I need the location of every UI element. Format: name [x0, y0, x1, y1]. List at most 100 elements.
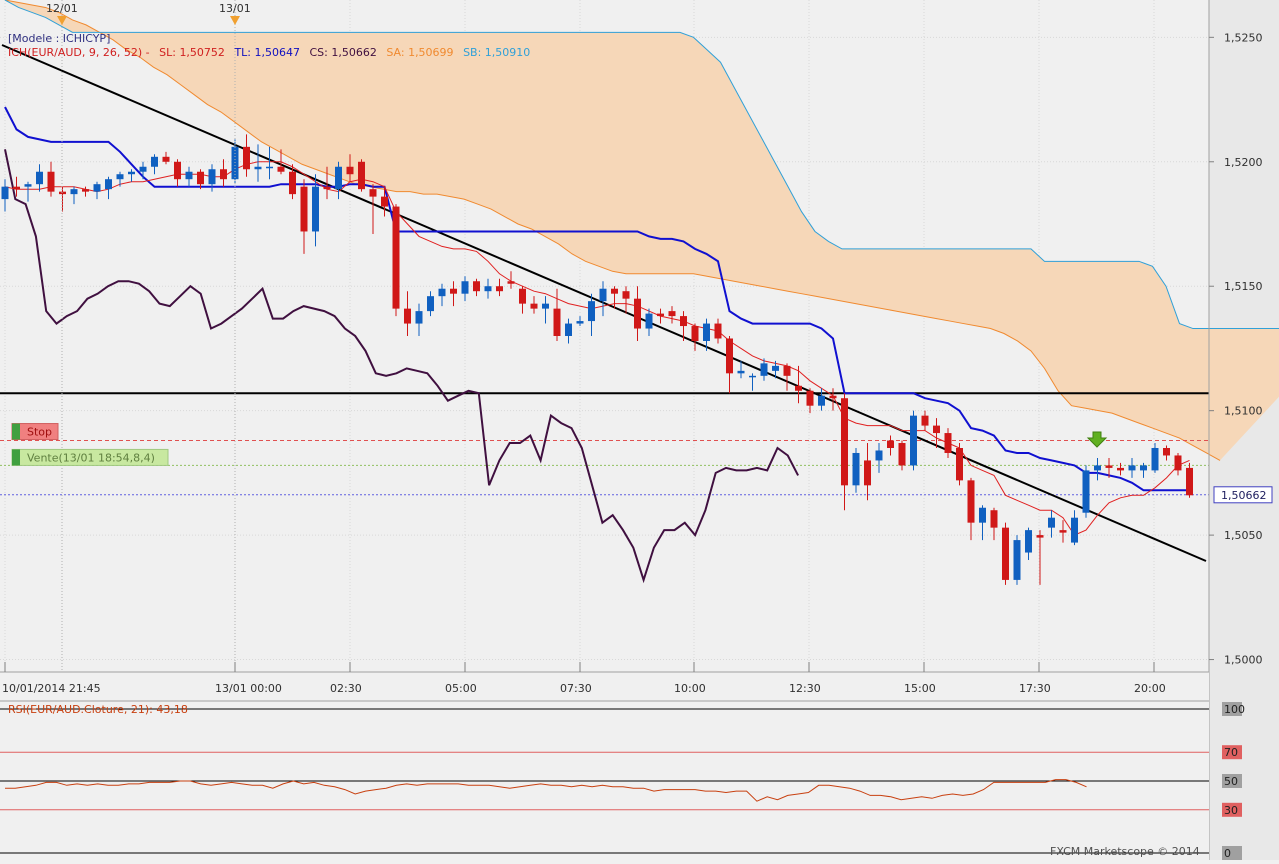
candle [82, 186, 89, 197]
candle-body [910, 415, 917, 466]
candle [1, 179, 9, 212]
candle-body [289, 171, 296, 195]
current-price-tag: 1,50662 [1213, 486, 1273, 504]
candle [185, 166, 193, 187]
candle-body [243, 146, 250, 170]
candle-body [335, 166, 342, 190]
candle [369, 184, 377, 234]
candle [266, 146, 273, 180]
rsi-level-badge [1222, 802, 1242, 817]
price-tick-label: 1,5100 [1224, 405, 1263, 418]
candle [783, 363, 791, 391]
candle [1117, 462, 1124, 476]
candle-body [1059, 530, 1067, 533]
candle [921, 410, 929, 431]
candle [519, 286, 526, 314]
legend-ich: ICH(EUR/AUD, 9, 26, 52) - [8, 46, 150, 59]
rsi-level-badge [1222, 774, 1242, 788]
candle-body [1163, 448, 1170, 456]
candle [852, 448, 860, 493]
candle [956, 443, 963, 486]
rsi-tick-label: 70 [1224, 746, 1238, 759]
candle-body [852, 452, 860, 486]
candle [818, 388, 825, 411]
sell-order-tag[interactable]: Vente(13/01 18:54,8,4) [11, 448, 169, 466]
candle [1036, 530, 1044, 585]
candle [542, 296, 549, 324]
candle-body [1105, 465, 1113, 468]
candle-body [1128, 465, 1136, 471]
candle-body [323, 186, 331, 190]
candle [404, 291, 411, 336]
candle [438, 283, 446, 307]
time-tick-label: 07:30 [560, 682, 592, 695]
time-tick-label: 02:30 [330, 682, 362, 695]
candle [714, 318, 722, 344]
candle-body [277, 166, 285, 172]
candle [1163, 445, 1170, 461]
candle [1013, 535, 1021, 585]
descending-trend-line[interactable] [1, 44, 1207, 562]
rsi-tick-label: 100 [1224, 703, 1245, 716]
date-marker-arrow-icon[interactable] [230, 16, 240, 25]
candle [335, 161, 342, 200]
rsi-tick-label: 50 [1224, 775, 1238, 788]
stop-order-tag[interactable]: Stop [11, 423, 59, 441]
candle-body [392, 206, 400, 309]
candle-body [174, 161, 181, 180]
candle-body [1082, 470, 1090, 513]
candle-body [806, 390, 814, 406]
candle-body [266, 166, 273, 169]
candle [680, 311, 687, 341]
price-tick-label: 1,5150 [1224, 280, 1263, 293]
candle [726, 336, 733, 394]
candle-body [358, 161, 365, 190]
candle-body [1140, 465, 1147, 471]
candle-body [657, 313, 664, 317]
candle-body [231, 146, 239, 180]
candle-body [427, 296, 434, 312]
senkou-span-a-line [4, 0, 1221, 461]
candle [47, 161, 55, 197]
candle [887, 435, 894, 456]
candle-body [484, 286, 492, 292]
candle [864, 443, 871, 501]
candle [289, 164, 296, 200]
candle [910, 410, 917, 471]
candle [254, 144, 262, 182]
candle-body [956, 448, 963, 481]
legend-sa: SA: 1,50699 [386, 46, 453, 59]
candle [1002, 522, 1009, 585]
candle [634, 286, 641, 341]
time-tick-label: 15:00 [904, 682, 936, 695]
candle [484, 278, 492, 299]
candle [197, 169, 204, 190]
candle-body [105, 179, 112, 190]
candle [530, 296, 538, 314]
candle-body [726, 338, 733, 374]
candle-body [139, 166, 147, 172]
candle [806, 388, 814, 414]
time-tick-label: 10:00 [674, 682, 706, 695]
candle-body [381, 196, 388, 207]
candle-body [47, 171, 55, 192]
rsi-level-badge [1222, 846, 1242, 860]
date-marker-arrow-icon[interactable] [57, 16, 67, 25]
date-marker-label: 12/01 [46, 2, 78, 15]
candle-body [622, 291, 630, 299]
candle [645, 308, 653, 336]
candle-body [220, 169, 227, 180]
ichimoku-legend: ICH(EUR/AUD, 9, 26, 52) - SL: 1,50752 TL… [8, 46, 530, 59]
candle [1071, 510, 1078, 546]
time-tick-label: 12:30 [789, 682, 821, 695]
candle [691, 323, 699, 351]
candle [70, 186, 78, 205]
candle [208, 164, 216, 192]
candle-body [714, 323, 722, 339]
candle-body [599, 288, 607, 302]
candle [116, 171, 124, 187]
candle [358, 159, 365, 192]
candle [13, 176, 20, 197]
candle [461, 276, 469, 302]
